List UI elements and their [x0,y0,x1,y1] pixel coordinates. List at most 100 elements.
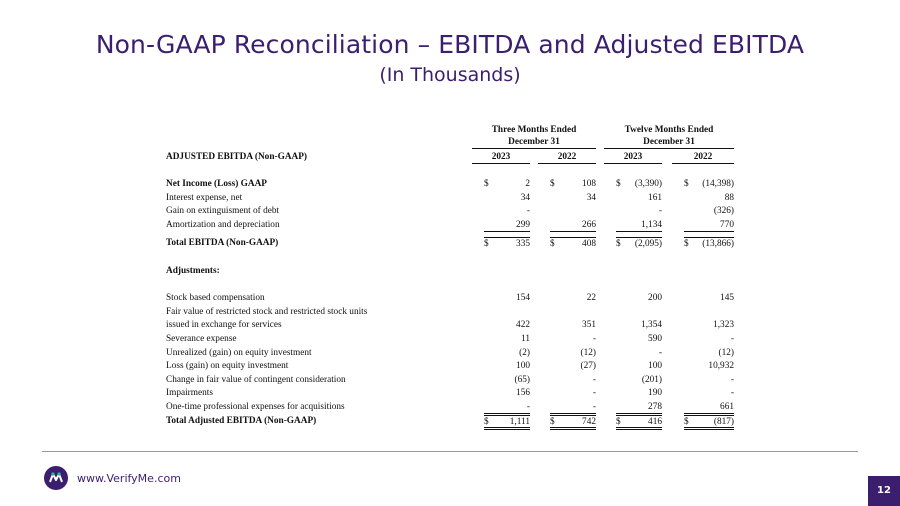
website-url[interactable]: www.VerifyMe.com [77,472,181,485]
row-label: Stock based compensation [166,293,265,303]
cell-value: 661 [720,402,734,412]
value-cell: - [616,205,662,217]
value-cell: 161 [616,192,662,204]
cell-value: - [730,375,734,385]
cell-value: 2 [525,179,530,189]
cell-value: 1,354 [641,320,662,330]
cell-value: 200 [648,293,662,303]
value-cell: 11 [484,333,530,345]
table-row: Interest expense, net 34 34 161 88 [166,192,736,204]
value-cell: (326) [684,205,734,217]
header-twelve-months: Twelve Months Ended December 31 [604,124,734,149]
table-row: issued in exchange for services 422 351 1,3… [166,319,736,331]
cell-value: (326) [713,206,734,216]
currency-symbol: $ [616,417,621,427]
value-cell: 1,323 [684,319,734,331]
cell-value: 266 [582,220,596,230]
cell-value: 100 [648,361,662,371]
table-row: Loss (gain) on equity investment 100 (27) 1… [166,360,736,372]
value-cell: $ (14,398) [684,178,734,190]
table-row: Total EBITDA (Non-GAAP) $335 $408 $ (2,095) $… [166,237,736,249]
cell-value: - [658,206,662,216]
value-cell: $ (3,390) [616,178,662,190]
currency-symbol: $ [484,239,489,249]
value-cell: $ (817) [684,415,734,430]
table-row: Total Adjusted EBITDA (Non-GAAP) $1,111 $7… [166,415,736,430]
value-cell: (65) [484,374,531,386]
cell-value: 154 [516,293,530,303]
value-cell: - [550,387,596,399]
header-three-months: Three Months Ended December 31 [472,124,596,149]
section-label-row: ADJUSTED EBITDA (Non-GAAP) 2023 2022 202… [166,151,736,164]
value-cell: $108 [550,178,596,190]
value-cell: 200 [616,292,662,304]
value-cell [550,205,596,217]
cell-value: - [730,334,734,344]
row-label: Total EBITDA (Non-GAAP) [166,238,279,248]
cell-value: (13,866) [702,239,734,249]
cell-value: 100 [516,361,530,371]
currency-symbol: $ [550,239,555,249]
value-cell: $742 [550,415,596,430]
cell-value: 408 [582,239,596,249]
currency-symbol: $ [684,417,689,427]
currency-symbol: $ [550,417,555,427]
cell-value: (817) [713,417,734,427]
value-cell: - [684,374,734,386]
section-label: ADJUSTED EBITDA (Non-GAAP) [166,152,308,162]
cell-value: (12) [718,348,735,358]
cell-value: 1,111 [509,417,530,427]
value-cell: 770 [684,219,734,232]
row-label: Fair value of restricted stock and restr… [166,307,368,317]
value-cell: 22 [550,292,596,304]
header-twelve-months-line1: Twelve Months Ended [624,125,714,135]
cell-value: 335 [516,239,530,249]
cell-value: 422 [516,320,530,330]
page-number: 12 [868,476,900,506]
row-label: Impairments [166,388,213,398]
table-row: Gain on extinguisment of debt - - (326) [166,205,736,217]
cell-value: 88 [724,193,734,203]
cell-value: 161 [648,193,662,203]
value-cell: 34 [484,192,530,204]
value-cell: - [684,387,734,399]
cell-value: 108 [582,179,596,189]
row-label: Net Income (Loss) GAAP [166,179,267,189]
cell-value: 1,323 [713,320,734,330]
header-three-months-line2: December 31 [472,136,596,149]
value-cell: 34 [550,192,596,204]
row-label: Unrealized (gain) on equity investment [166,348,312,358]
value-cell: 266 [550,219,596,232]
currency-symbol: $ [484,417,489,427]
currency-symbol: $ [684,179,689,189]
cell-value: (2,095) [634,239,662,249]
cell-value: (65) [514,375,531,385]
header-three-months-line1: Three Months Ended [491,125,577,135]
value-cell: (12) [684,347,735,359]
cell-value: 10,932 [708,361,734,371]
table-row: Change in fair value of contingent consi… [166,374,736,386]
row-label: Gain on extinguisment of debt [166,206,280,216]
reconciliation-table: Three Months Ended December 31 Twelve Mo… [166,124,736,434]
cell-value: (201) [641,375,662,385]
table-row: Severance expense 11 - 590 - [166,333,736,345]
row-label: Total Adjusted EBITDA (Non-GAAP) [166,416,317,426]
table-row: Stock based compensation 154 22 200 145 [166,292,736,304]
row-label: Change in fair value of contingent consi… [166,375,346,385]
row-label: Adjustments: [166,266,220,276]
value-cell: 278 [616,401,662,414]
table-row: Fair value of restricted stock and restr… [166,306,736,318]
value-cell: $ (13,866) [684,237,734,250]
value-cell: 1,354 [616,319,662,331]
value-cell: 661 [684,401,734,414]
cell-value: (14,398) [702,179,734,189]
verifyme-logo-icon [44,466,68,490]
cell-value: 156 [516,388,530,398]
cell-value: 11 [521,334,530,344]
cell-value: 590 [648,334,662,344]
cell-value: 416 [648,417,662,427]
cell-value: 351 [582,320,596,330]
value-cell: 10,932 [684,360,734,372]
value-cell: 100 [616,360,662,372]
value-cell: - [484,401,530,414]
